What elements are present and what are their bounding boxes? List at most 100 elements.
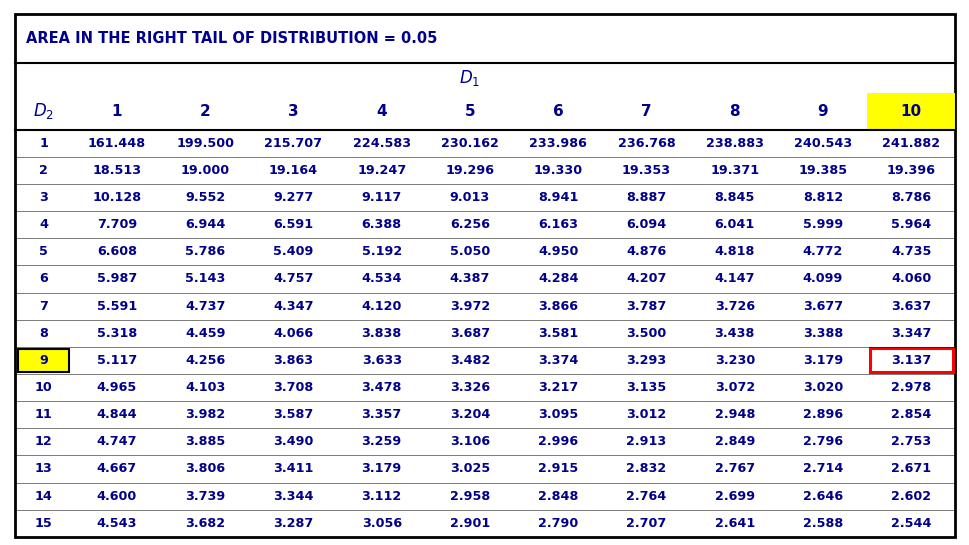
Text: 19.385: 19.385 xyxy=(797,164,847,177)
Text: 224.583: 224.583 xyxy=(353,137,410,150)
Text: 4.060: 4.060 xyxy=(891,272,930,286)
Text: 9.552: 9.552 xyxy=(185,191,225,204)
Text: 3.708: 3.708 xyxy=(273,381,313,394)
Text: 3.411: 3.411 xyxy=(273,463,313,475)
Text: 4.066: 4.066 xyxy=(273,327,313,340)
Text: 2.948: 2.948 xyxy=(714,408,754,421)
Text: 13: 13 xyxy=(35,463,52,475)
Text: 3.500: 3.500 xyxy=(626,327,666,340)
Text: 3.478: 3.478 xyxy=(361,381,401,394)
Text: 2.854: 2.854 xyxy=(891,408,930,421)
Text: 2: 2 xyxy=(200,104,210,119)
Text: 215.707: 215.707 xyxy=(265,137,322,150)
Text: 5.318: 5.318 xyxy=(97,327,137,340)
Text: 9.277: 9.277 xyxy=(273,191,313,204)
Text: 2.602: 2.602 xyxy=(891,489,930,502)
Text: 11: 11 xyxy=(35,408,52,421)
Text: 3.726: 3.726 xyxy=(714,300,754,313)
Text: 4.600: 4.600 xyxy=(97,489,137,502)
Text: 19.296: 19.296 xyxy=(445,164,494,177)
Text: 238.883: 238.883 xyxy=(705,137,763,150)
Text: 3.287: 3.287 xyxy=(273,517,313,530)
Text: 2.913: 2.913 xyxy=(626,435,666,449)
Text: 2.996: 2.996 xyxy=(538,435,578,449)
Text: 2.588: 2.588 xyxy=(802,517,842,530)
Text: 4.459: 4.459 xyxy=(185,327,225,340)
Text: 3.838: 3.838 xyxy=(361,327,401,340)
Text: 5.999: 5.999 xyxy=(802,218,842,231)
Bar xyxy=(869,348,952,372)
Text: 4.147: 4.147 xyxy=(714,272,754,286)
Text: 3.863: 3.863 xyxy=(273,354,313,367)
Text: 6.094: 6.094 xyxy=(626,218,666,231)
Text: 2.848: 2.848 xyxy=(538,489,578,502)
Text: 241.882: 241.882 xyxy=(882,137,939,150)
Text: 4.747: 4.747 xyxy=(97,435,137,449)
Text: 3.587: 3.587 xyxy=(273,408,313,421)
Text: 6.041: 6.041 xyxy=(714,218,754,231)
Text: 4.965: 4.965 xyxy=(97,381,137,394)
Text: 240.543: 240.543 xyxy=(793,137,852,150)
Text: 5: 5 xyxy=(464,104,475,119)
Text: 4.818: 4.818 xyxy=(714,245,754,258)
Text: 2.671: 2.671 xyxy=(891,463,930,475)
Text: 6.163: 6.163 xyxy=(538,218,578,231)
Text: 6.591: 6.591 xyxy=(273,218,313,231)
Text: 3.259: 3.259 xyxy=(361,435,401,449)
Text: 2.978: 2.978 xyxy=(891,381,930,394)
Text: 3.682: 3.682 xyxy=(185,517,225,530)
Text: 3.344: 3.344 xyxy=(273,489,313,502)
Text: 3.866: 3.866 xyxy=(538,300,578,313)
Text: 18.513: 18.513 xyxy=(92,164,141,177)
Text: 4.950: 4.950 xyxy=(538,245,578,258)
Text: 5.143: 5.143 xyxy=(185,272,225,286)
Text: 8.941: 8.941 xyxy=(538,191,578,204)
Text: 8.786: 8.786 xyxy=(891,191,930,204)
Text: 4.667: 4.667 xyxy=(97,463,137,475)
Text: 6.608: 6.608 xyxy=(97,245,137,258)
Text: 5.987: 5.987 xyxy=(97,272,137,286)
Text: 5.409: 5.409 xyxy=(273,245,313,258)
Text: 2.707: 2.707 xyxy=(626,517,666,530)
Text: 5.192: 5.192 xyxy=(361,245,401,258)
Text: 161.448: 161.448 xyxy=(88,137,145,150)
Text: 3.179: 3.179 xyxy=(802,354,842,367)
Text: 3.326: 3.326 xyxy=(450,381,489,394)
Text: 8.845: 8.845 xyxy=(714,191,754,204)
Text: 233.986: 233.986 xyxy=(529,137,586,150)
Text: 10: 10 xyxy=(35,381,52,394)
Text: 8.887: 8.887 xyxy=(626,191,666,204)
Text: 3.137: 3.137 xyxy=(891,354,930,367)
Text: 6: 6 xyxy=(39,272,48,286)
Text: $D_2$: $D_2$ xyxy=(33,101,54,121)
Text: 3.677: 3.677 xyxy=(802,300,842,313)
Text: 3.739: 3.739 xyxy=(185,489,225,502)
Text: 1: 1 xyxy=(111,104,122,119)
Text: 3.072: 3.072 xyxy=(714,381,754,394)
Text: 7: 7 xyxy=(39,300,48,313)
Text: 2.896: 2.896 xyxy=(802,408,842,421)
Text: 3.204: 3.204 xyxy=(450,408,489,421)
Text: $D_1$: $D_1$ xyxy=(459,68,480,88)
Text: 2.849: 2.849 xyxy=(714,435,754,449)
Text: 3.687: 3.687 xyxy=(450,327,489,340)
Text: 19.353: 19.353 xyxy=(621,164,671,177)
Text: 4.757: 4.757 xyxy=(273,272,313,286)
Text: 6.388: 6.388 xyxy=(361,218,401,231)
Text: 14: 14 xyxy=(35,489,52,502)
Text: 19.164: 19.164 xyxy=(268,164,318,177)
Text: 3.230: 3.230 xyxy=(714,354,754,367)
Text: 2.753: 2.753 xyxy=(891,435,930,449)
Text: 3.633: 3.633 xyxy=(361,354,401,367)
Text: 3.135: 3.135 xyxy=(626,381,666,394)
Text: 4: 4 xyxy=(39,218,48,231)
Text: 5.964: 5.964 xyxy=(891,218,930,231)
Text: 3.637: 3.637 xyxy=(891,300,930,313)
Text: 2.699: 2.699 xyxy=(714,489,754,502)
Text: 2.958: 2.958 xyxy=(450,489,489,502)
Bar xyxy=(18,349,69,372)
Bar xyxy=(866,93,954,130)
Text: 3.112: 3.112 xyxy=(361,489,401,502)
Text: 4.844: 4.844 xyxy=(97,408,137,421)
Text: 2.714: 2.714 xyxy=(802,463,842,475)
